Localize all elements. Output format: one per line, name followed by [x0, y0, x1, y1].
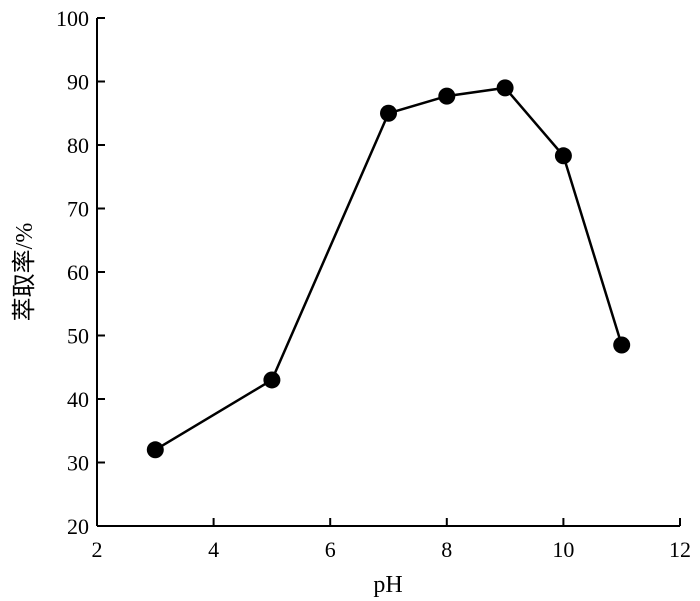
series-line — [154, 86, 623, 451]
y-tick-label: 60 — [67, 260, 89, 285]
data-point — [146, 441, 164, 459]
x-ticks: 2 4 6 8 10 12 — [92, 518, 691, 562]
axes — [96, 18, 680, 527]
y-tick-label: 20 — [67, 514, 89, 539]
x-tick-label: 2 — [92, 537, 103, 562]
y-tick-label: 30 — [67, 451, 89, 476]
x-tick-label: 12 — [669, 537, 691, 562]
y-ticks: 20 30 40 50 60 70 80 90 100 — [56, 6, 105, 539]
y-tick-label: 40 — [67, 387, 89, 412]
data-point — [438, 87, 456, 105]
x-axis-label: pH — [373, 572, 402, 598]
y-tick-label: 100 — [56, 6, 89, 31]
y-axis-label: 萃取率/% — [11, 223, 38, 322]
data-point — [554, 147, 572, 165]
x-tick-label: 6 — [325, 537, 336, 562]
y-tick-label: 80 — [67, 133, 89, 158]
data-point — [496, 79, 514, 97]
y-tick-label: 70 — [67, 197, 89, 222]
x-tick-label: 10 — [552, 537, 574, 562]
x-tick-label: 8 — [441, 537, 452, 562]
series-group — [146, 79, 631, 459]
data-point — [613, 336, 631, 354]
y-tick-label: 50 — [67, 324, 89, 349]
x-tick-label: 4 — [208, 537, 219, 562]
data-point — [380, 104, 397, 122]
y-tick-label: 90 — [67, 70, 89, 95]
data-point — [263, 371, 281, 389]
